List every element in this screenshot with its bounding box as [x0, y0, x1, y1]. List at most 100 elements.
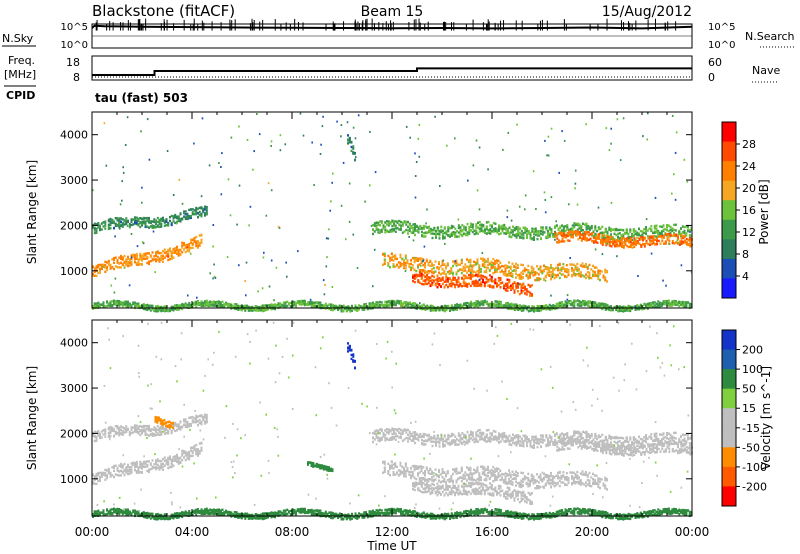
- range-cell: [618, 228, 621, 232]
- range-cell: [601, 239, 604, 242]
- range-cell: [459, 268, 461, 271]
- scatter-cell: [221, 152, 223, 155]
- range-cell: [570, 235, 573, 239]
- range-cell: [191, 450, 194, 454]
- range-cell: [505, 228, 507, 231]
- range-cell: [576, 228, 579, 231]
- range-cell: [148, 260, 150, 263]
- scatter-cell: [124, 144, 127, 146]
- range-cell: [338, 304, 341, 308]
- range-cell: [141, 470, 143, 474]
- range-cell: [452, 225, 455, 228]
- range-cell: [598, 235, 601, 238]
- scatter-cell: [105, 164, 108, 167]
- range-cell: [419, 305, 422, 308]
- range-cell: [139, 221, 142, 225]
- range-cell: [534, 227, 537, 230]
- range-cell: [499, 277, 502, 280]
- scatter-cell: [346, 121, 349, 124]
- range-cell: [457, 235, 460, 238]
- range-cell: [179, 220, 182, 223]
- range-cell: [284, 305, 287, 308]
- range-cell: [610, 235, 613, 239]
- range-cell: [431, 274, 434, 278]
- range-cell: [284, 302, 287, 305]
- range-cell: [424, 266, 426, 269]
- scatter-cell: [329, 209, 331, 212]
- range-cell: [190, 238, 192, 241]
- range-cell: [580, 301, 583, 304]
- range-cell: [184, 458, 187, 462]
- range-cell: [347, 134, 349, 137]
- range-cell: [109, 220, 112, 223]
- scatter-cell: [258, 133, 261, 136]
- range-cell: [627, 237, 630, 240]
- range-cell: [566, 232, 569, 236]
- range-cell: [326, 304, 329, 308]
- range-cell: [475, 229, 478, 232]
- range-cell: [106, 476, 108, 480]
- range-cell: [453, 262, 456, 265]
- range-cell: [483, 284, 486, 288]
- range-cell: [597, 228, 600, 231]
- range-cell: [689, 239, 692, 243]
- scatter-cell: [140, 130, 142, 133]
- colorbar-swatch: [722, 161, 736, 182]
- range-cell: [214, 304, 217, 307]
- range-cell: [522, 304, 525, 307]
- range-cell: [467, 259, 470, 262]
- range-cell: [659, 225, 661, 228]
- range-cell: [415, 258, 418, 261]
- range-cell: [502, 272, 505, 275]
- range-cell: [576, 273, 579, 276]
- range-cell: [631, 246, 634, 249]
- range-cell: [174, 455, 177, 458]
- range-cell: [473, 232, 476, 236]
- range-cell: [436, 279, 439, 282]
- range-cell: [588, 263, 591, 267]
- range-cell: [459, 226, 462, 229]
- range-cell: [445, 267, 447, 270]
- range-cell: [125, 262, 128, 265]
- range-cell: [590, 268, 593, 271]
- range-cell: [543, 264, 545, 267]
- range-cell: [669, 228, 672, 231]
- range-cell: [518, 293, 521, 296]
- range-cell: [379, 229, 381, 232]
- range-cell: [424, 269, 426, 273]
- range-cell: [602, 276, 605, 279]
- range-cell: [120, 474, 122, 477]
- range-cell: [622, 246, 625, 249]
- range-cell: [379, 305, 381, 308]
- range-cell: [406, 259, 409, 262]
- range-cell: [125, 303, 128, 307]
- range-cell: [576, 269, 579, 272]
- range-cell: [673, 228, 675, 232]
- range-cell: [636, 304, 639, 307]
- range-cell: [538, 309, 541, 313]
- range-cell: [443, 285, 446, 288]
- range-cell: [191, 246, 194, 249]
- range-cell: [349, 310, 352, 313]
- range-cell: [559, 231, 562, 235]
- range-cell: [310, 304, 313, 307]
- range-cell: [467, 265, 470, 268]
- range-cell: [481, 263, 484, 266]
- range-cell: [163, 464, 166, 467]
- range-cell: [151, 459, 154, 462]
- scatter-cell: [309, 298, 312, 301]
- range-cell: [503, 223, 506, 227]
- range-cell: [226, 305, 229, 309]
- range-cell: [244, 307, 247, 310]
- range-cell: [195, 302, 198, 305]
- range-cell: [689, 236, 692, 240]
- range-cell: [562, 226, 565, 229]
- range-cell: [466, 233, 469, 236]
- range-cell: [170, 221, 173, 225]
- scatter-cell: [544, 211, 547, 214]
- range-cell: [536, 304, 539, 308]
- range-cell: [601, 243, 604, 246]
- range-cell: [431, 309, 434, 312]
- scatter-cell: [558, 171, 560, 174]
- range-cell: [551, 268, 554, 271]
